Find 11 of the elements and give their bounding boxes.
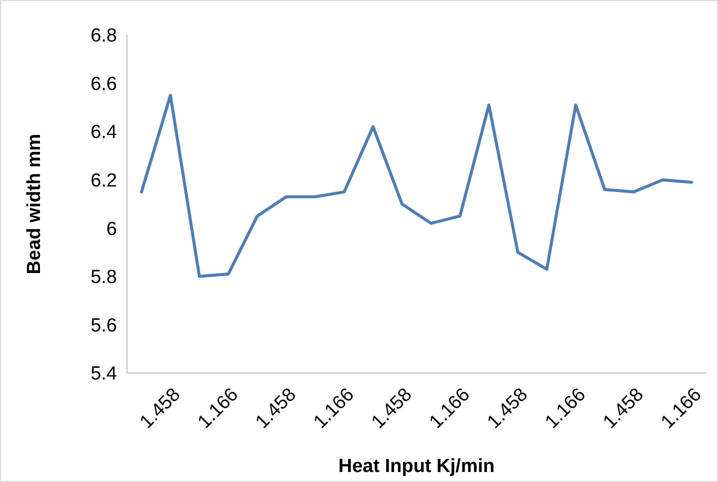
- x-axis-title: Heat Input Kj/min: [338, 456, 495, 477]
- y-axis-title: Bead width mm: [24, 134, 45, 274]
- y-tick-label: 5.8: [90, 267, 117, 288]
- y-tick-label: 6.4: [90, 122, 118, 144]
- line-series: [140, 94, 694, 278]
- y-tick-label: 6: [106, 218, 117, 240]
- y-tick-label: 6.6: [90, 74, 117, 95]
- y-tick-label: 5.6: [90, 315, 117, 336]
- y-tick-label: 6.8: [90, 26, 117, 47]
- y-tick-label: 6.2: [90, 170, 117, 192]
- y-tick-label: 5.4: [90, 364, 118, 385]
